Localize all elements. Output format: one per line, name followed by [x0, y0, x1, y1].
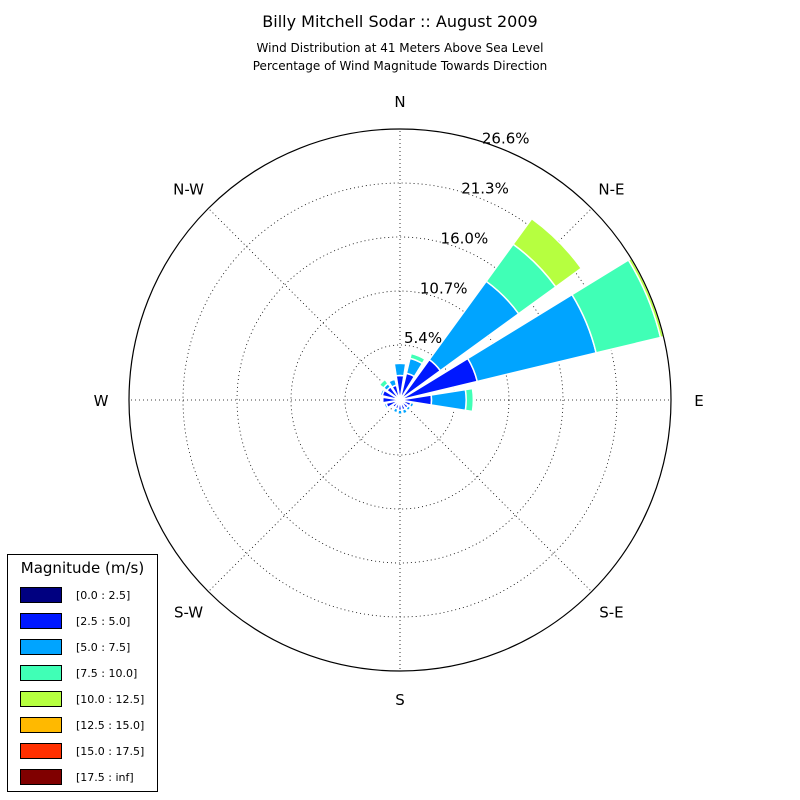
wedge-n	[393, 362, 407, 377]
wedge-e	[430, 388, 467, 412]
direction-label: S-W	[174, 603, 203, 621]
legend-swatch	[20, 665, 62, 681]
wedge-se	[404, 404, 412, 412]
legend-swatch	[20, 769, 62, 785]
chart-subtitle-line-2: Percentage of Wind Magnitude Towards Dir…	[252, 59, 548, 73]
wedge-ssw	[392, 406, 399, 414]
wedge-w	[380, 396, 384, 404]
wedge-s	[396, 409, 404, 416]
legend-label: [12.5 : 15.0]	[76, 719, 145, 732]
radial-gridline	[290, 290, 510, 510]
direction-label: W	[94, 392, 109, 410]
legend-label: [2.5 : 5.0]	[76, 615, 131, 628]
legend-label: [10.0 : 12.5]	[76, 693, 145, 706]
wedge-nnw	[387, 378, 398, 389]
legend-label: [17.5 : inf]	[76, 771, 134, 784]
angular-gridline	[208, 399, 401, 592]
wedge-wnw	[379, 388, 386, 397]
legend-label: [5.0 : 7.5]	[76, 641, 131, 654]
wedge-sw	[390, 404, 396, 410]
wedge-e	[464, 387, 475, 413]
legend-swatch	[20, 691, 62, 707]
outer-circle	[128, 128, 672, 672]
legend-swatch	[20, 613, 62, 629]
legend-swatch	[20, 717, 62, 733]
legend-title: Magnitude (m/s)	[20, 559, 145, 577]
wedge-nne	[410, 351, 427, 361]
legend-swatch	[20, 639, 62, 655]
direction-label: E	[694, 392, 703, 410]
radial-gridline	[236, 236, 564, 564]
legend-label: [0.0 : 2.5]	[76, 589, 131, 602]
direction-label: N	[394, 93, 405, 111]
direction-label: N-E	[598, 181, 624, 199]
wedge-ne	[512, 217, 583, 288]
direction-label: N-W	[173, 181, 204, 199]
wedge-sse	[401, 407, 409, 415]
radial-tick-label: 26.6%	[482, 130, 530, 148]
legend-swatch	[20, 743, 62, 759]
legend: Magnitude (m/s) [0.0 : 2.5] [2.5 : 5.0] [5…	[7, 554, 158, 792]
chart-title: Billy Mitchell Sodar :: August 2009	[262, 12, 538, 31]
radial-gridline	[182, 182, 618, 618]
radial-tick-label: 10.7%	[420, 279, 468, 297]
angular-gridline	[208, 208, 401, 401]
wedge-ese	[408, 401, 415, 409]
chart-subtitle-line-1: Wind Distribution at 41 Meters Above Sea…	[256, 41, 544, 55]
direction-label: S	[395, 691, 405, 709]
legend-swatch	[20, 587, 62, 603]
radial-tick-label: 16.0%	[441, 229, 489, 247]
angular-gridline	[399, 399, 592, 592]
wedge-wsw	[383, 402, 389, 410]
direction-label: S-E	[599, 603, 623, 621]
wedge-nw	[378, 378, 390, 390]
radial-tick-label: 5.4%	[404, 329, 442, 347]
legend-label: [7.5 : 10.0]	[76, 667, 138, 680]
radial-tick-label: 21.3%	[461, 180, 509, 198]
legend-label: [15.0 : 17.5]	[76, 745, 145, 758]
